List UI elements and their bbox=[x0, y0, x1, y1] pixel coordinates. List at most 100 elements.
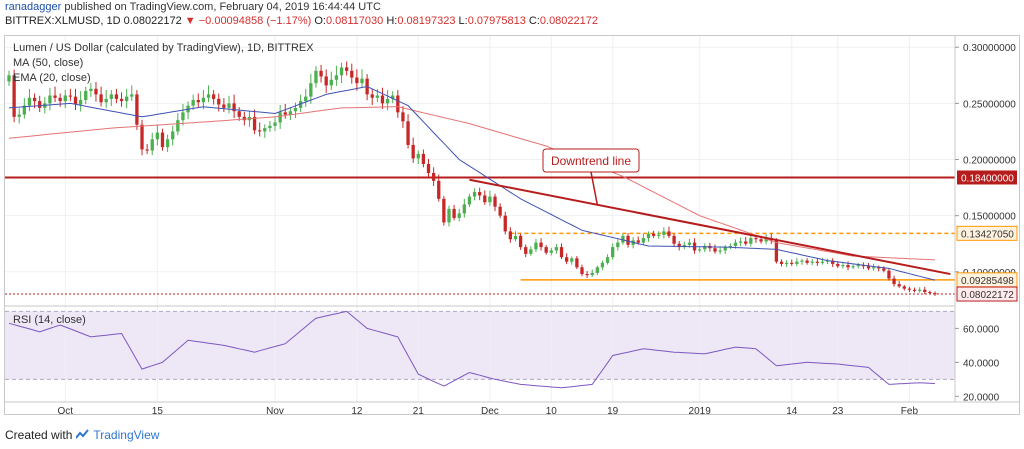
candle bbox=[360, 69, 364, 88]
candle bbox=[17, 108, 21, 124]
candle-body bbox=[529, 249, 533, 254]
candle bbox=[677, 241, 681, 251]
candle bbox=[472, 188, 477, 201]
candle bbox=[278, 105, 282, 130]
candle bbox=[877, 265, 881, 272]
candle-body bbox=[728, 245, 733, 248]
downtrend-line[interactable] bbox=[469, 178, 951, 276]
last-price: 0.08022172 bbox=[123, 15, 182, 27]
candle bbox=[334, 65, 339, 86]
candle bbox=[258, 122, 262, 137]
candle-body bbox=[544, 247, 548, 253]
chart-frame: Downtrend line 0.30000000 0.25000000 0.200… bbox=[4, 35, 1020, 415]
candle bbox=[871, 263, 876, 271]
candle bbox=[738, 237, 743, 247]
candle bbox=[882, 266, 886, 273]
candle-body bbox=[795, 261, 799, 264]
candle bbox=[646, 231, 651, 242]
candle-body bbox=[887, 270, 891, 279]
candle-body bbox=[784, 262, 789, 264]
candle bbox=[585, 271, 589, 278]
candle-body bbox=[278, 112, 282, 123]
time-axis[interactable]: Oct 15 Nov 12 21 Dec 10 19 2019 14 23 Feb bbox=[57, 406, 918, 414]
candle bbox=[744, 237, 748, 246]
candle bbox=[605, 254, 610, 265]
callout-box bbox=[542, 148, 640, 173]
candle bbox=[779, 259, 784, 267]
candle bbox=[503, 211, 507, 235]
candle-body bbox=[800, 260, 804, 262]
candle-body bbox=[590, 272, 594, 276]
candle-body bbox=[385, 98, 390, 104]
candle-body bbox=[27, 97, 32, 106]
candle-body bbox=[718, 250, 722, 252]
candle-body bbox=[646, 233, 651, 239]
candle-body bbox=[63, 95, 67, 102]
candle bbox=[703, 243, 707, 253]
candle bbox=[851, 264, 855, 270]
downtrend-callout[interactable]: Downtrend line bbox=[542, 148, 640, 173]
candle bbox=[452, 204, 456, 221]
candle-body bbox=[165, 139, 170, 148]
price-tick-label: 0.25000000 bbox=[963, 99, 1016, 110]
candle bbox=[467, 193, 472, 208]
candle-body bbox=[600, 262, 605, 268]
candle-body bbox=[611, 247, 615, 258]
candle-body bbox=[518, 235, 523, 248]
candle bbox=[447, 205, 451, 227]
candle bbox=[662, 227, 666, 239]
candle bbox=[892, 275, 896, 287]
candle bbox=[431, 167, 436, 186]
candle bbox=[7, 70, 11, 87]
price-axis[interactable]: 0.30000000 0.25000000 0.20000000 0.15000000… bbox=[955, 43, 1016, 279]
candle bbox=[488, 190, 492, 206]
candle-body bbox=[426, 164, 431, 173]
price-chart[interactable]: Downtrend line 0.30000000 0.25000000 0.200… bbox=[5, 36, 1019, 414]
tradingview-brand[interactable]: TradingView bbox=[93, 428, 160, 442]
candle-body bbox=[396, 95, 400, 113]
candle-body bbox=[130, 94, 134, 97]
candle bbox=[539, 238, 543, 251]
candle bbox=[616, 238, 620, 251]
candle-body bbox=[815, 261, 819, 263]
candle-body bbox=[749, 238, 753, 244]
candle bbox=[288, 107, 293, 120]
candle-body bbox=[682, 244, 686, 248]
candle bbox=[570, 256, 574, 265]
candle bbox=[825, 258, 830, 265]
candle-body bbox=[283, 112, 287, 115]
level-tag-bg bbox=[956, 225, 1018, 241]
candle-body bbox=[754, 238, 758, 240]
candle bbox=[114, 88, 119, 104]
candle bbox=[437, 174, 441, 202]
candle bbox=[99, 86, 103, 107]
candle bbox=[355, 69, 359, 91]
candle-body bbox=[99, 94, 103, 103]
upper-dashed-tag: 0.13427050 bbox=[956, 225, 1018, 241]
candle-body bbox=[160, 132, 165, 148]
candle-body bbox=[145, 149, 149, 151]
time-tick-label: Oct bbox=[57, 406, 73, 414]
candle-body bbox=[232, 103, 236, 112]
close-value: 0.08022172 bbox=[539, 15, 599, 27]
level-tag-label: 0.08022172 bbox=[961, 290, 1014, 301]
candle-body bbox=[242, 116, 246, 121]
candle-body bbox=[605, 257, 610, 263]
price-tick-label: 0.20000000 bbox=[963, 156, 1016, 167]
candle bbox=[63, 90, 67, 109]
candle bbox=[749, 235, 753, 247]
price-change: ▼ −0.00094858 (−1.17%) bbox=[184, 15, 312, 27]
author-name[interactable]: ranadagger bbox=[5, 1, 62, 13]
candle-body bbox=[125, 96, 129, 102]
candle bbox=[524, 244, 528, 258]
candle-body bbox=[298, 101, 303, 108]
candle-body bbox=[621, 235, 625, 243]
candle-body bbox=[856, 265, 860, 267]
candle bbox=[907, 286, 912, 293]
candle-body bbox=[616, 242, 620, 248]
candle-body bbox=[380, 95, 385, 104]
candle-body bbox=[140, 124, 144, 150]
candle bbox=[109, 90, 113, 107]
rsi-axis[interactable]: 60.0000 40.0000 20.0000 bbox=[955, 324, 1000, 403]
legend-rsi: RSI (14, close) bbox=[13, 314, 86, 326]
